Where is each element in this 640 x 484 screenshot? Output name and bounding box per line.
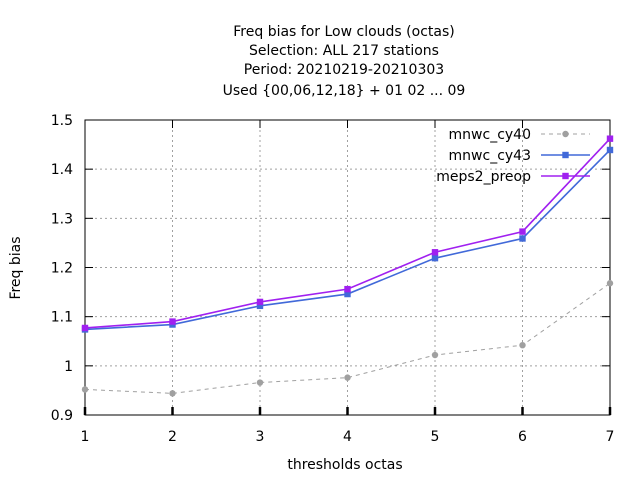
title-line-4: Used {00,06,12,18} + 01 02 ... 09: [223, 83, 466, 99]
chart-title: Freq bias for Low clouds (octas) Selecti…: [223, 24, 466, 99]
y-tick-label: 1.2: [51, 261, 73, 277]
legend-entry-mnwc_cy43: mnwc_cy43: [449, 148, 590, 164]
legend-label: meps2_preop: [436, 169, 531, 185]
y-tick-label: 1: [64, 359, 73, 375]
data-point-mnwc_cy40: [256, 379, 264, 386]
data-point-mnwc_cy43: [344, 290, 351, 298]
x-tick-label: 2: [168, 429, 177, 445]
data-point-meps2_preop: [519, 228, 526, 235]
data-point-mnwc_cy40: [169, 390, 176, 397]
legend-marker: [562, 130, 569, 138]
data-point-meps2_preop: [256, 298, 264, 306]
data-point-mnwc_cy40: [431, 351, 439, 359]
data-point-meps2_preop: [431, 249, 439, 256]
x-tick-label: 4: [343, 429, 352, 445]
grid: [85, 120, 610, 415]
x-tick-label: 6: [518, 429, 527, 445]
x-axis-ticks: 1 2 3 4 5 6 7: [81, 120, 615, 445]
series-mnwc_cy40: [81, 280, 614, 397]
x-tick-label: 7: [606, 429, 615, 445]
legend: mnwc_cy40 mnwc_cy43 meps2_preop: [436, 127, 590, 185]
y-axis-ticks: 0.9 1 1.1 1.2 1.3 1.4 1.5: [51, 113, 610, 424]
y-axis-label: Freq bias: [8, 236, 24, 299]
data-point-mnwc_cy43: [256, 302, 264, 310]
y-tick-label: 1.4: [51, 162, 73, 178]
data-point-mnwc_cy43: [431, 254, 439, 262]
legend-entry-mnwc_cy40: mnwc_cy40: [449, 127, 590, 143]
legend-entry-meps2_preop: meps2_preop: [436, 169, 590, 185]
data-point-meps2_preop: [344, 285, 351, 293]
legend-marker: [562, 151, 569, 159]
series-meps2_preop: [81, 135, 614, 332]
x-tick-label: 5: [431, 429, 440, 445]
data-point-mnwc_cy40: [606, 280, 614, 287]
y-tick-label: 1.1: [51, 310, 73, 326]
y-tick-label: 1.5: [51, 113, 73, 129]
data-point-meps2_preop: [606, 135, 614, 142]
data-point-mnwc_cy43: [519, 235, 526, 242]
title-line-1: Freq bias for Low clouds (octas): [233, 24, 454, 40]
y-tick-label: 1.3: [51, 211, 73, 227]
legend-label: mnwc_cy40: [449, 127, 531, 143]
title-line-3: Period: 20210219-20210303: [244, 62, 444, 78]
data-point-mnwc_cy40: [81, 386, 89, 393]
data-point-mnwc_cy40: [344, 374, 351, 381]
x-tick-label: 1: [81, 429, 90, 445]
data-point-mnwc_cy43: [606, 146, 614, 154]
data-point-meps2_preop: [169, 318, 176, 325]
x-axis-label: thresholds octas: [287, 457, 402, 473]
x-tick-label: 3: [256, 429, 265, 445]
data-point-meps2_preop: [81, 324, 89, 332]
y-tick-label: 0.9: [51, 408, 73, 424]
legend-marker: [562, 172, 569, 180]
legend-label: mnwc_cy43: [449, 148, 531, 164]
title-line-2: Selection: ALL 217 stations: [249, 43, 439, 59]
data-point-mnwc_cy40: [519, 341, 526, 349]
series: [81, 135, 614, 397]
